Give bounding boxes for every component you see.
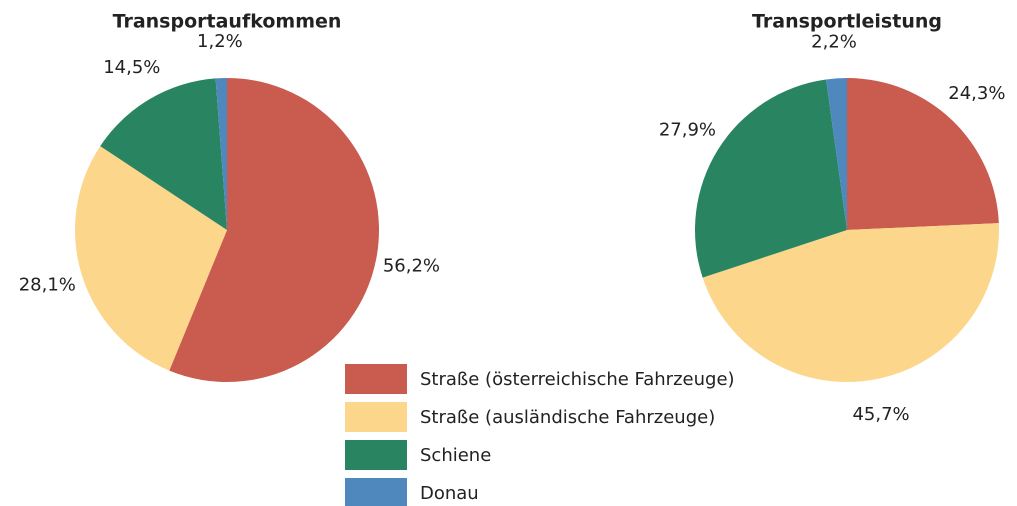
data-label: 14,5%: [103, 57, 160, 78]
legend-swatch: [345, 364, 407, 394]
pie-slice: [215, 78, 227, 230]
data-label: 45,7%: [852, 404, 909, 425]
pie-slice: [74, 146, 227, 371]
legend-swatch: [345, 440, 407, 470]
pie-slice: [169, 78, 380, 382]
legend-label: Straße (ausländische Fahrzeuge): [420, 407, 715, 428]
pie-slice: [826, 78, 847, 230]
legend-label: Schiene: [420, 445, 491, 466]
data-label: 2,2%: [811, 31, 857, 52]
data-label: 27,9%: [659, 120, 716, 141]
data-label: 1,2%: [197, 31, 243, 52]
chart-title: Transportleistung: [752, 11, 942, 33]
pie-slice: [100, 78, 227, 230]
legend-swatch: [345, 402, 407, 432]
data-label: 28,1%: [19, 274, 76, 295]
data-label: 56,2%: [383, 255, 440, 276]
data-label: 24,3%: [948, 83, 1005, 104]
chart-title: Transportaufkommen: [113, 11, 342, 33]
legend-swatch: [345, 478, 407, 506]
pie-slice: [695, 79, 847, 278]
legend-label: Straße (österreichische Fahrzeuge): [420, 369, 735, 390]
legend-label: Donau: [420, 483, 479, 504]
pie-slice: [847, 78, 999, 230]
pie-slice: [702, 223, 999, 383]
